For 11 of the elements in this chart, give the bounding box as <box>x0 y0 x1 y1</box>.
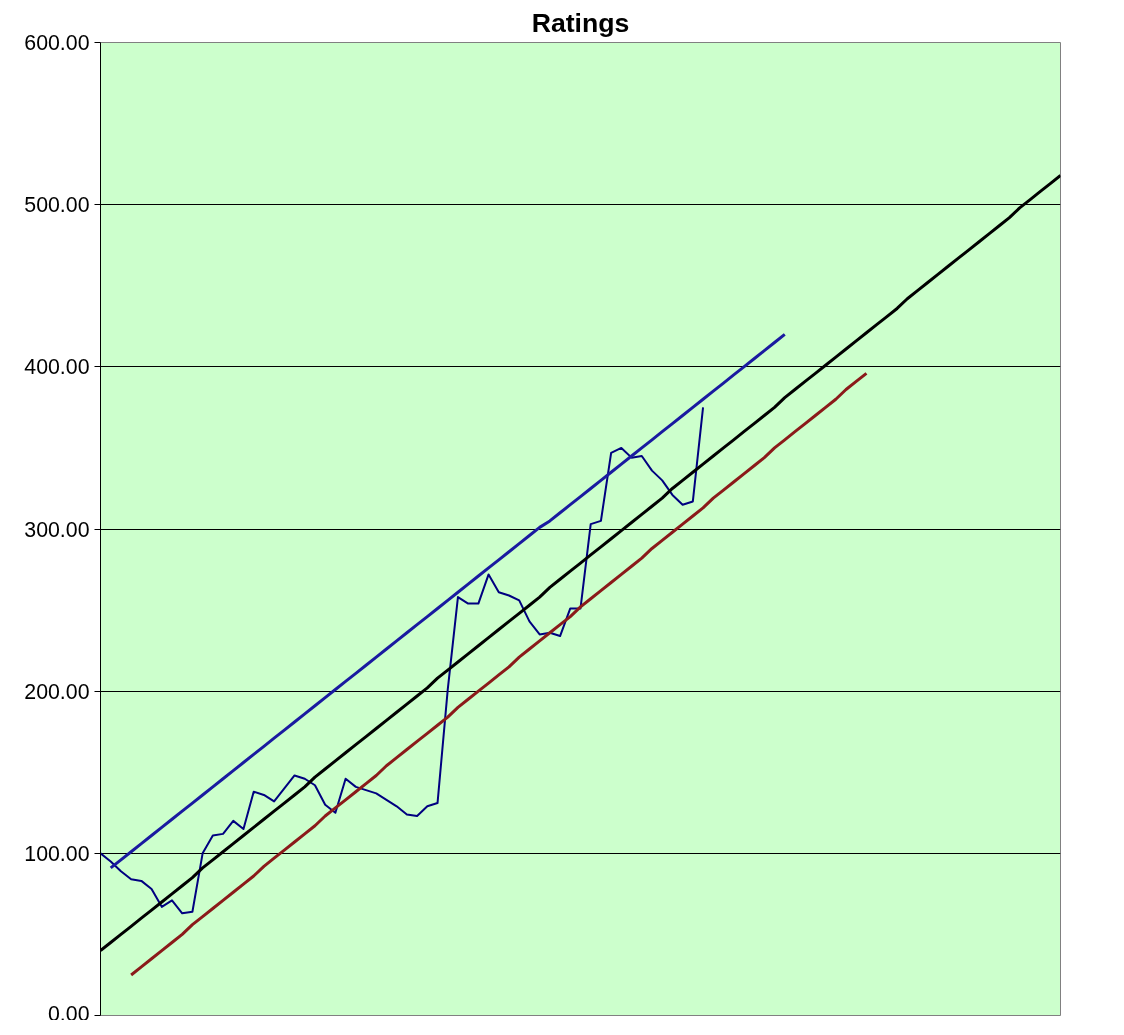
y-tick-label: 300.00 <box>24 517 90 542</box>
line-series <box>100 406 705 915</box>
y-tick-label: 400.00 <box>24 355 90 380</box>
y-tick-label: 200.00 <box>24 679 90 704</box>
y-tick-label: 100.00 <box>24 841 90 866</box>
chart-title: Ratings <box>531 7 630 38</box>
line-series <box>129 371 868 977</box>
y-tick-label: 600.00 <box>24 31 90 55</box>
y-tick-label: 0.00 <box>47 1001 90 1026</box>
line-series <box>109 332 787 870</box>
y-tick-label: 500.00 <box>24 193 90 218</box>
